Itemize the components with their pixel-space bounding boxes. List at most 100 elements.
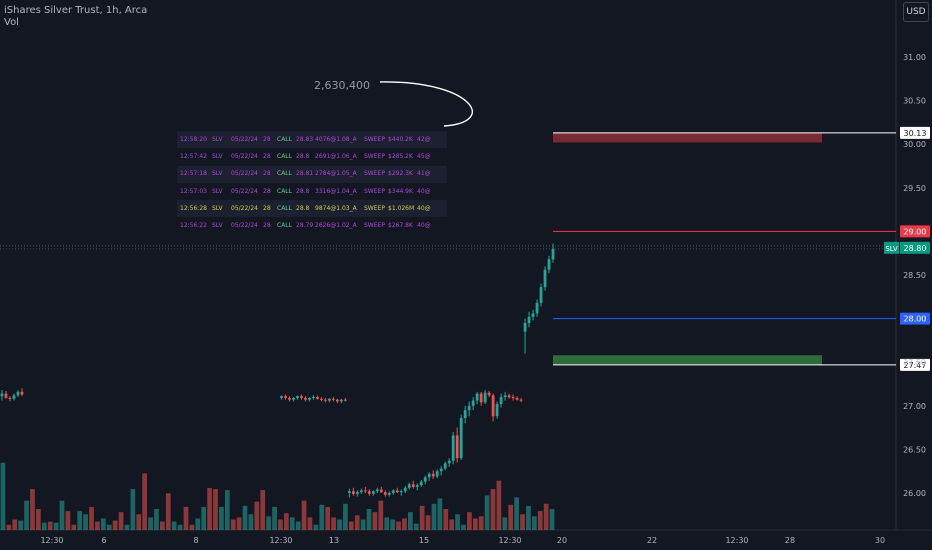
volume-bar [219,506,224,530]
flow-cell-strike: 28 [263,187,271,195]
candle-body [367,491,371,494]
flow-cell-type: CALL [277,222,292,230]
volume-bar [112,520,118,530]
price-zone [553,132,822,143]
level-label: 27.47 [904,361,927,370]
flow-cell-exp: 05/22/24 [231,222,258,230]
candle-body [292,397,295,400]
x-tick-label: 13 [329,536,339,545]
volume-bar [154,509,159,530]
flow-cell-time: 12:56:22 [180,222,207,230]
last-price-box [900,241,930,254]
flow-cell-time: 12:56:28 [180,204,207,212]
volume-bar [372,512,378,530]
volume-bar [201,506,207,530]
volume-bar [142,473,148,530]
candle-body [523,322,527,332]
flow-cell-fill: 4076@1.08_A [315,135,357,143]
volume-bar [89,506,94,530]
currency-button[interactable]: USD [903,2,929,22]
candle-body [12,395,16,399]
volume-bar [207,488,212,530]
x-tick-label: 12:30 [40,536,63,545]
candle-body [463,410,467,419]
candle-body [383,492,387,495]
candle-body [308,397,311,400]
volume-bar [165,493,171,530]
volume-bar [508,504,514,530]
volume-bar [100,518,106,530]
candle-body [379,489,383,493]
candle-body [347,491,351,493]
flow-cell-strike: 28 [263,204,271,212]
candle-body [324,399,327,401]
level-label-box [900,312,930,325]
candle-body [487,392,491,396]
candle-body [8,397,12,399]
candle-body [471,400,475,406]
flow-cell-fill: 3316@1.04_A [315,187,357,195]
flow-cell-price: 28.8 [296,152,310,160]
volume-bar [65,511,71,530]
candle-body [547,259,551,270]
flow-cell-fill: 9874@1.03_A [315,204,357,212]
flow-cell-kind: SWEEP [364,170,385,178]
flow-cell-strike: 28 [263,222,271,230]
volume-bar [496,480,502,530]
level-label-box [900,358,930,371]
flow-cell-fill: 2691@1.06_A [315,152,357,160]
flow-cell-type: CALL [277,187,292,195]
candle-body [483,392,487,403]
flow-cell-time: 12:57:18 [180,170,207,178]
volume-bar [307,517,313,530]
candle-body [519,399,523,401]
flow-cell-sym: SLV [212,135,223,143]
volume-bar [343,503,348,530]
volume-bar [390,519,395,530]
flow-row: 12:56:22 SLV 05/22/24 28 CALL 28.79 2626@1.02_… [177,217,447,234]
volume-bar [301,500,307,530]
volume-bar [354,515,360,530]
candle-body [511,397,515,399]
volume-bar [378,500,384,530]
candle-body [399,491,403,493]
volume-bar [514,497,519,530]
last-price-label: 28.80 [904,244,927,253]
level-label: 30.13 [904,129,927,138]
y-tick-label: 29.50 [903,184,926,193]
flow-cell-tag: 41@ [417,170,431,178]
x-tick-label: 20 [557,536,567,545]
volume-bar [195,518,201,530]
flow-cell-prem: $440.2K [388,135,413,143]
candle-body [439,468,443,472]
flow-cell-sym: SLV [212,152,223,160]
volume-bar [24,500,29,530]
symbol-title: iShares Silver Trust, 1h, Arca [4,5,148,16]
volume-bar [520,514,525,530]
flow-cell-price: 28.79 [296,222,314,230]
volume-bar [183,506,189,530]
candle-body [328,398,331,401]
volume-bar [213,489,218,530]
x-tick-label: 22 [647,536,657,545]
volume-bar [242,505,248,530]
candle-body [284,396,287,398]
candle-body [320,398,323,400]
candle-body [495,404,499,417]
volume-bar [396,521,401,530]
candle-body [443,463,447,469]
volume-bar [384,517,390,530]
flow-cell-exp: 05/22/24 [231,170,258,178]
volume-bar [18,520,24,530]
x-tick-label: 30 [875,536,885,545]
flow-cell-prem: $1.026M [388,204,415,212]
price-zone [553,355,822,365]
volume-bar [431,503,437,530]
flow-cell-tag: 45@ [417,152,431,160]
flow-cell-type: CALL [277,204,292,212]
level-label-box [900,225,930,238]
flow-cell-prem: $285.2K [388,152,413,160]
volume-bar [266,516,271,530]
candle-body [435,471,439,477]
